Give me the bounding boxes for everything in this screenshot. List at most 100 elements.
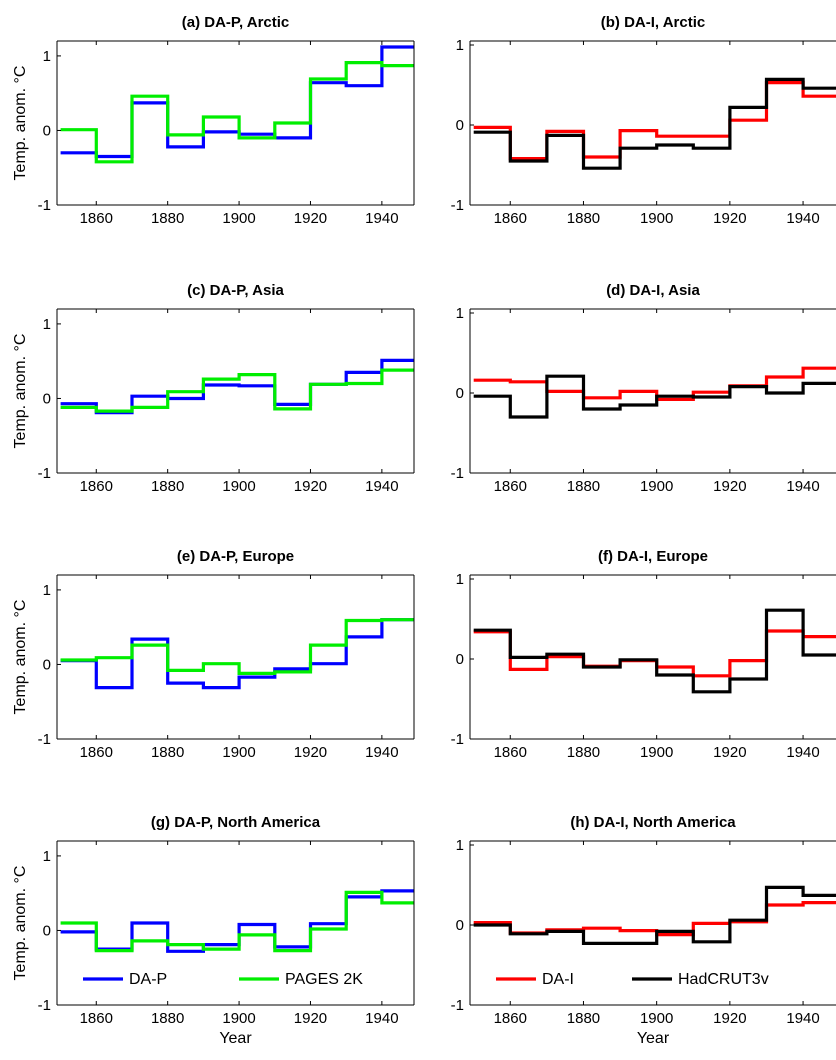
panel-e-y-tick-label: 0 xyxy=(43,656,51,673)
panel-e-y-tick-label: 1 xyxy=(43,582,51,599)
panel-d-series-da-i-line xyxy=(473,366,836,401)
panel-h-x-tick-label: 1920 xyxy=(713,1010,746,1027)
panel-g-x-tick-label: 1860 xyxy=(80,1010,113,1027)
panel-h-legend-label: HadCRUT3v xyxy=(678,971,769,988)
panel-e-x-tick-label: 1940 xyxy=(365,744,398,761)
panel-f-x-tick-label: 1920 xyxy=(713,744,746,761)
panel-f-series-da-i-line xyxy=(473,629,836,678)
panel-a-x-tick-label: 1920 xyxy=(294,210,327,227)
panel-h-y-tick-label: -1 xyxy=(451,997,464,1014)
panel-f-y-tick-label: 0 xyxy=(456,651,464,668)
panel-h-x-tick-label: 1900 xyxy=(640,1010,673,1027)
panel-c-x-tick-label: 1940 xyxy=(365,478,398,495)
panel-e-y-tick-label: -1 xyxy=(38,731,51,748)
panel-g-x-tick-label: 1920 xyxy=(294,1010,327,1027)
panel-b-x-tick-label: 1920 xyxy=(713,210,746,227)
panel-d-y-tick-label: 0 xyxy=(456,385,464,402)
panel-h-y-tick-label: 0 xyxy=(456,917,464,934)
panel-b-y-tick-label: 1 xyxy=(456,37,464,54)
panel-h-y-tick-label: 1 xyxy=(456,837,464,854)
panel-h-x-tick-label: 1940 xyxy=(786,1010,819,1027)
panel-d-x-tick-label: 1940 xyxy=(786,478,819,495)
panel-c-y-tick-label: -1 xyxy=(38,465,51,482)
panel-e-series-pages-2k-line xyxy=(60,618,414,675)
panel-a-x-tick-label: 1880 xyxy=(151,210,184,227)
panel-b-series-hadcrut3v-line xyxy=(473,77,836,170)
panel-f-y-tick-label: 1 xyxy=(456,571,464,588)
panel-a-y-tick-label: -1 xyxy=(38,197,51,214)
panel-e-x-tick-label: 1920 xyxy=(294,744,327,761)
panel-g-title: (g) DA-P, North America xyxy=(151,814,321,831)
panel-b-x-tick-label: 1940 xyxy=(786,210,819,227)
panel-g-legend-label: PAGES 2K xyxy=(285,971,363,988)
panel-d-x-tick-label: 1860 xyxy=(494,478,527,495)
panel-h-series-hadcrut3v-line xyxy=(473,885,836,945)
panel-b-title: (b) DA-I, Arctic xyxy=(601,14,705,31)
panel-b-x-tick-label: 1880 xyxy=(567,210,600,227)
panel-c-x-tick-label: 1860 xyxy=(80,478,113,495)
panel-c-y-axis-label: Temp. anom. °C xyxy=(12,334,29,449)
panel-f-x-tick-label: 1860 xyxy=(494,744,527,761)
panel-f-x-tick-label: 1880 xyxy=(567,744,600,761)
panel-a-x-tick-label: 1940 xyxy=(365,210,398,227)
panel-a-y-tick-label: 1 xyxy=(43,48,51,65)
panel-g-plot-area xyxy=(60,889,414,953)
panel-g-legend-label: DA-P xyxy=(129,971,167,988)
panel-g-series-da-p-line xyxy=(60,889,414,953)
panel-d-x-tick-label: 1880 xyxy=(567,478,600,495)
panel-g-x-tick-label: 1940 xyxy=(365,1010,398,1027)
panel-h-title: (h) DA-I, North America xyxy=(570,814,736,831)
panel-f-plot-area xyxy=(473,608,836,694)
panel-b-x-tick-label: 1860 xyxy=(494,210,527,227)
panel-g-legend: DA-P PAGES 2K xyxy=(83,971,363,988)
panel-a-series-pages-2k-line xyxy=(60,61,414,164)
panel-a-x-tick-label: 1860 xyxy=(80,210,113,227)
panel-e-plot-area xyxy=(60,618,414,690)
panel-d-x-tick-label: 1900 xyxy=(640,478,673,495)
panel-e-title: (e) DA-P, Europe xyxy=(177,548,294,565)
panel-h-legend: DA-I HadCRUT3v xyxy=(496,971,769,988)
panel-h-legend-label: DA-I xyxy=(542,971,574,988)
panel-e-y-axis-label: Temp. anom. °C xyxy=(12,600,29,715)
panel-e-series-da-p-line xyxy=(60,618,414,690)
panel-a-x-tick-label: 1900 xyxy=(222,210,255,227)
panel-d-y-tick-label: -1 xyxy=(451,465,464,482)
panel-d-y-tick-label: 1 xyxy=(456,305,464,322)
panel-c-title: (c) DA-P, Asia xyxy=(187,282,284,299)
panel-b-y-tick-label: -1 xyxy=(451,197,464,214)
panel-g-x-tick-label: 1880 xyxy=(151,1010,184,1027)
panel-g-y-tick-label: -1 xyxy=(38,997,51,1014)
panel-f-x-tick-label: 1940 xyxy=(786,744,819,761)
panel-c-series-da-p-line xyxy=(60,358,414,415)
panel-b-plot-area xyxy=(473,77,836,170)
panel-d-series-hadcrut3v-line xyxy=(473,374,836,419)
panel-h-plot-area xyxy=(473,885,836,945)
panel-h-x-tick-label: 1860 xyxy=(494,1010,527,1027)
panel-e-x-tick-label: 1860 xyxy=(80,744,113,761)
panel-g-x-axis-label: Year xyxy=(219,1030,252,1047)
panel-g-y-axis-label: Temp. anom. °C xyxy=(12,866,29,981)
panel-a-y-tick-label: 0 xyxy=(43,122,51,139)
panel-f-x-tick-label: 1900 xyxy=(640,744,673,761)
panel-a-plot-area xyxy=(60,45,414,164)
panel-e-x-tick-label: 1900 xyxy=(222,744,255,761)
panel-h-x-axis-label: Year xyxy=(637,1030,670,1047)
panel-e-x-tick-label: 1880 xyxy=(151,744,184,761)
panel-f-title: (f) DA-I, Europe xyxy=(598,548,708,565)
panel-a-y-axis-label: Temp. anom. °C xyxy=(12,66,29,181)
panel-d-title: (d) DA-I, Asia xyxy=(606,282,700,299)
panel-c-x-tick-label: 1900 xyxy=(222,478,255,495)
panel-c-x-tick-label: 1920 xyxy=(294,478,327,495)
panel-c-series-pages-2k-line xyxy=(60,368,414,413)
panel-g-y-tick-label: 0 xyxy=(43,922,51,939)
panel-f-series-hadcrut3v-line xyxy=(473,608,836,694)
panel-c-y-tick-label: 0 xyxy=(43,390,51,407)
panel-g-y-tick-label: 1 xyxy=(43,848,51,865)
panel-c-plot-area xyxy=(60,358,414,415)
panel-c-x-tick-label: 1880 xyxy=(151,478,184,495)
panel-b-y-tick-label: 0 xyxy=(456,117,464,134)
panel-b-x-tick-label: 1900 xyxy=(640,210,673,227)
panel-h-series-da-i-line xyxy=(473,901,836,937)
